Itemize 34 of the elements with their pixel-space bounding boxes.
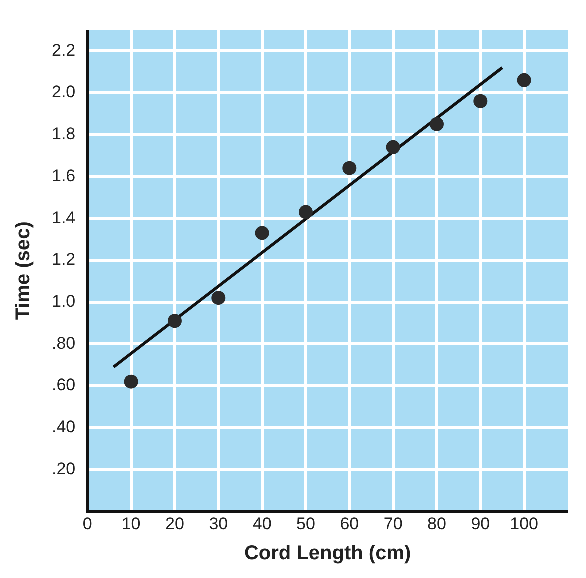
x-tick-label: 90	[471, 514, 490, 534]
y-tick-label: .40	[52, 418, 76, 437]
x-tick-label: 40	[252, 514, 272, 534]
x-tick-label: 30	[209, 514, 228, 534]
x-tick-label: 100	[510, 514, 539, 534]
point	[168, 314, 182, 328]
y-tick-label: .80	[52, 334, 76, 353]
point	[212, 291, 226, 306]
x-tick-label: 0	[82, 514, 92, 534]
x-tick-label: 70	[384, 514, 403, 534]
y-tick-label: 2.0	[52, 82, 76, 102]
point	[386, 140, 400, 154]
y-tick-label: 1.8	[52, 124, 76, 144]
point	[517, 73, 532, 88]
y-tick-label: .60	[52, 376, 76, 395]
y-tick-label: 1.4	[52, 208, 76, 228]
y-tick-label: 1.2	[52, 250, 76, 270]
y-tick-label: .20	[52, 459, 76, 478]
x-tick-label: 50	[296, 514, 316, 534]
y-tick-label: 2.2	[52, 40, 76, 60]
point	[342, 161, 357, 176]
x-tick-label: 60	[340, 514, 360, 534]
point	[474, 94, 488, 108]
y-tick-label: 1.0	[52, 292, 76, 311]
point	[298, 205, 313, 220]
x-axis-title: Cord Length (cm)	[244, 542, 412, 565]
point	[255, 226, 270, 240]
x-tick-label: 20	[166, 514, 184, 534]
point	[124, 374, 138, 389]
x-tick-label: 80	[428, 514, 446, 534]
x-tick-label: 10	[122, 514, 141, 534]
y-axis-title: Time (sec)	[12, 222, 35, 320]
y-tick-label: 1.6	[52, 166, 76, 186]
point	[430, 117, 444, 132]
